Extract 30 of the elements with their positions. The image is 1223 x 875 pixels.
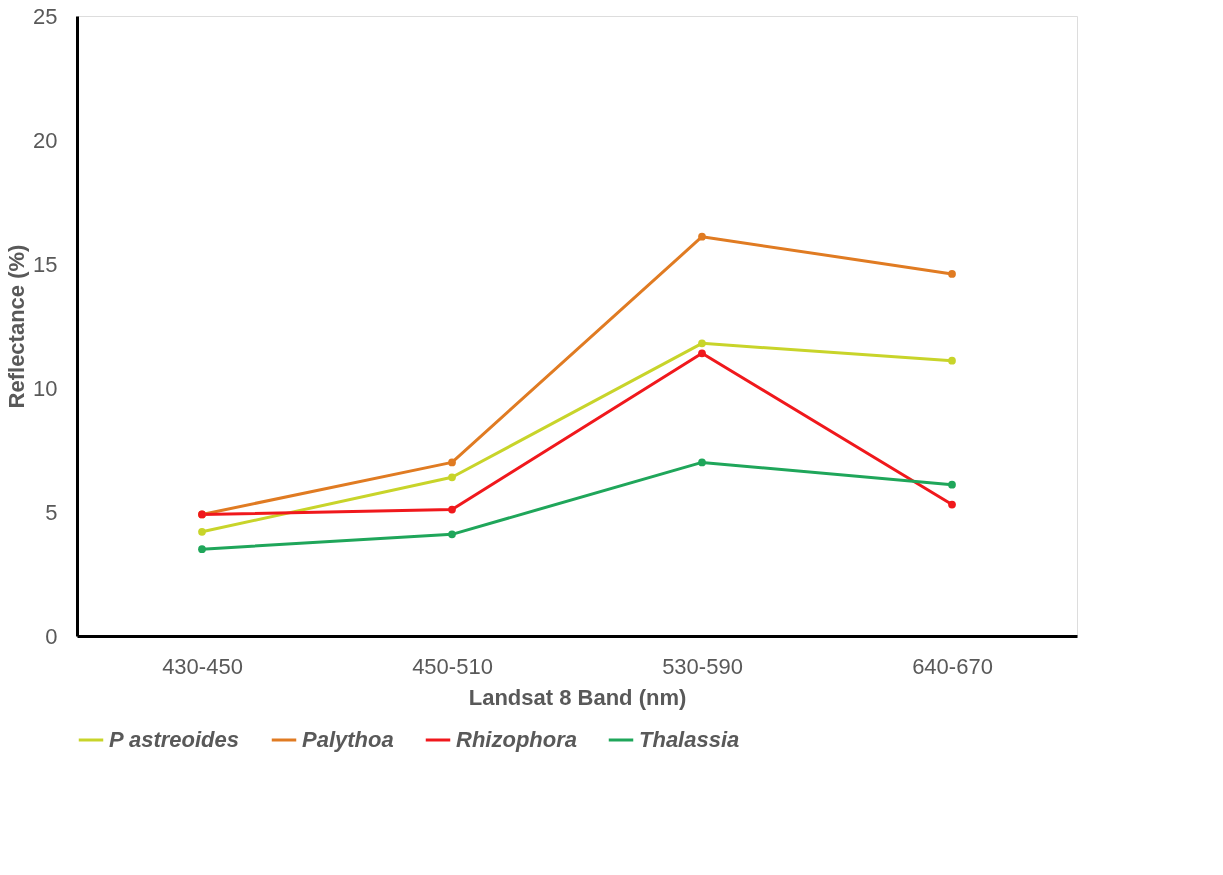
- legend-label: Palythoa: [302, 727, 394, 752]
- y-axis-title: Reflectance (%): [4, 244, 30, 409]
- point: [198, 545, 206, 554]
- point: [198, 527, 206, 536]
- legend-label: P astreoides: [109, 727, 240, 752]
- point: [448, 530, 456, 539]
- point: [698, 232, 706, 241]
- x-tick-label: 530-590: [662, 653, 743, 679]
- point: [948, 356, 956, 365]
- y-tick-label: 20: [33, 127, 58, 153]
- point: [698, 458, 706, 467]
- legend-label: Thalassia: [639, 727, 740, 752]
- x-axis-title: Landsat 8 Band (nm): [468, 684, 687, 710]
- y-tick-label: 0: [45, 623, 58, 649]
- x-tick-label: 430-450: [162, 653, 243, 679]
- y-tick-label: 15: [33, 251, 58, 277]
- x-tick-label: 640-670: [912, 653, 993, 679]
- point: [948, 480, 956, 489]
- point: [448, 473, 456, 482]
- point: [448, 505, 456, 514]
- point: [698, 349, 706, 358]
- point: [698, 339, 706, 348]
- legend-label: Rhizophora: [456, 727, 577, 752]
- y-tick-label: 10: [33, 375, 58, 401]
- x-tick-label: 450-510: [412, 653, 493, 679]
- point: [448, 458, 456, 467]
- y-tick-label: 5: [45, 499, 58, 525]
- y-tick-label: 25: [33, 3, 58, 29]
- point: [948, 500, 956, 509]
- point: [948, 270, 956, 278]
